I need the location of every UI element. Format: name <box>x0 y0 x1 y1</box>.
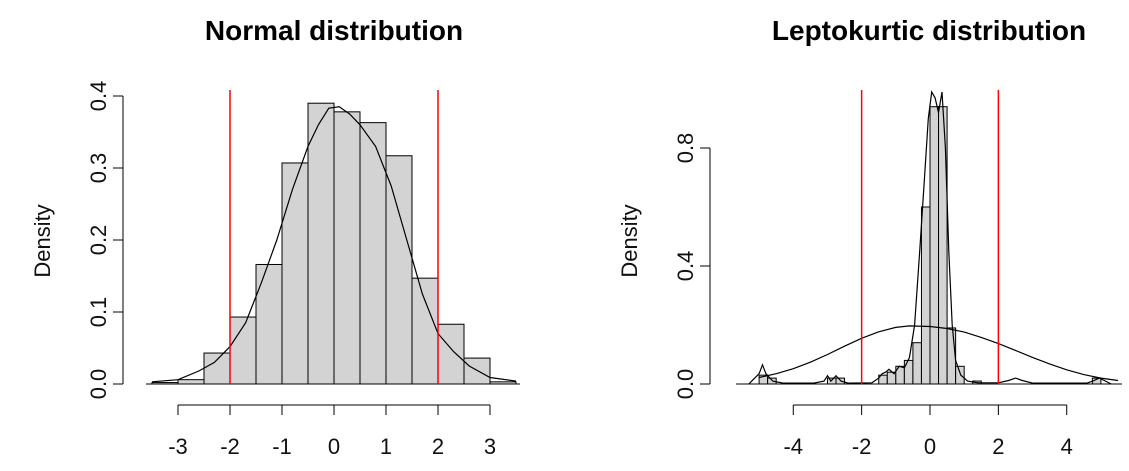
x-tick-label: 3 <box>484 434 496 459</box>
histogram-bar <box>203 352 231 385</box>
histogram-bar <box>411 277 439 385</box>
x-tick-label: 2 <box>992 434 1004 459</box>
normal-distribution-panel: Normal distribution Density 0.0 0.1 0.2 0.3… <box>30 15 520 459</box>
x-tick-label: -4 <box>783 434 803 459</box>
histogram-bar <box>333 111 361 385</box>
y-tick-label: 0.0 <box>673 369 698 400</box>
histogram-bar <box>307 102 335 385</box>
density-curves <box>748 90 1119 385</box>
reference-lines <box>860 90 1000 384</box>
y-tick-label: 0.0 <box>86 369 111 400</box>
x-tick-label: -3 <box>168 434 188 459</box>
x-tick-label: 0 <box>924 434 936 459</box>
histogram-bar <box>463 357 491 385</box>
y-tick-label: 0.2 <box>86 225 111 256</box>
histogram-bar <box>912 342 922 385</box>
y-axis-label: Density <box>617 204 642 277</box>
x-axis: -3 -2 -1 0 1 2 3 <box>168 404 496 459</box>
y-tick-label: 0.4 <box>86 81 111 112</box>
y-tick-label: 0.4 <box>673 251 698 282</box>
y-axis: 0.0 0.1 0.2 0.3 0.4 <box>86 81 124 400</box>
y-tick-label: 0.1 <box>86 297 111 328</box>
histogram-bar <box>437 323 465 385</box>
normal-curve-line <box>758 325 1119 382</box>
y-axis-label: Density <box>30 204 55 277</box>
histogram-bars <box>146 102 520 385</box>
x-tick-label: 2 <box>432 434 444 459</box>
chart-title: Normal distribution <box>205 15 463 46</box>
histogram-bar <box>177 379 205 385</box>
leptokurtic-distribution-panel: Leptokurtic distribution Density 0.00.40… <box>617 15 1122 459</box>
x-tick-label: -2 <box>220 434 240 459</box>
histogram-bar <box>920 206 931 385</box>
x-tick-label: 0 <box>328 434 340 459</box>
x-tick-label: -2 <box>852 434 872 459</box>
histogram-bar <box>929 106 940 385</box>
histogram-bar <box>281 162 309 385</box>
histogram-bar <box>255 263 283 385</box>
x-tick-label: 4 <box>1061 434 1073 459</box>
chart-title: Leptokurtic distribution <box>772 15 1086 46</box>
histogram-bar <box>946 327 957 385</box>
histogram-bar <box>229 316 257 385</box>
density-curve-line <box>151 106 517 383</box>
y-tick-label: 0.8 <box>673 133 698 164</box>
reference-lines <box>229 90 439 384</box>
y-axis: 0.0 0.4 0.8 <box>673 133 711 400</box>
histogram-bar <box>955 365 965 385</box>
density-curves <box>151 106 517 383</box>
histogram-bar <box>385 155 413 385</box>
x-tick-label: -1 <box>272 434 292 459</box>
x-tick-label: 1 <box>380 434 392 459</box>
y-tick-label: 0.3 <box>86 153 111 184</box>
kde-curve-line <box>748 90 1112 385</box>
histogram-bars <box>736 106 1122 385</box>
x-axis: -4 -2 0 2 4 <box>783 404 1073 459</box>
